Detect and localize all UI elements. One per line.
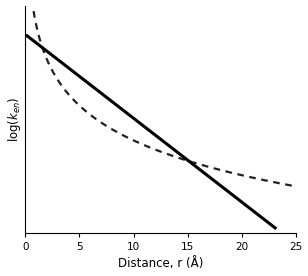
X-axis label: Distance, r (Å): Distance, r (Å) [118, 258, 203, 270]
Y-axis label: log($k_{en}$): log($k_{en}$) [6, 96, 22, 142]
